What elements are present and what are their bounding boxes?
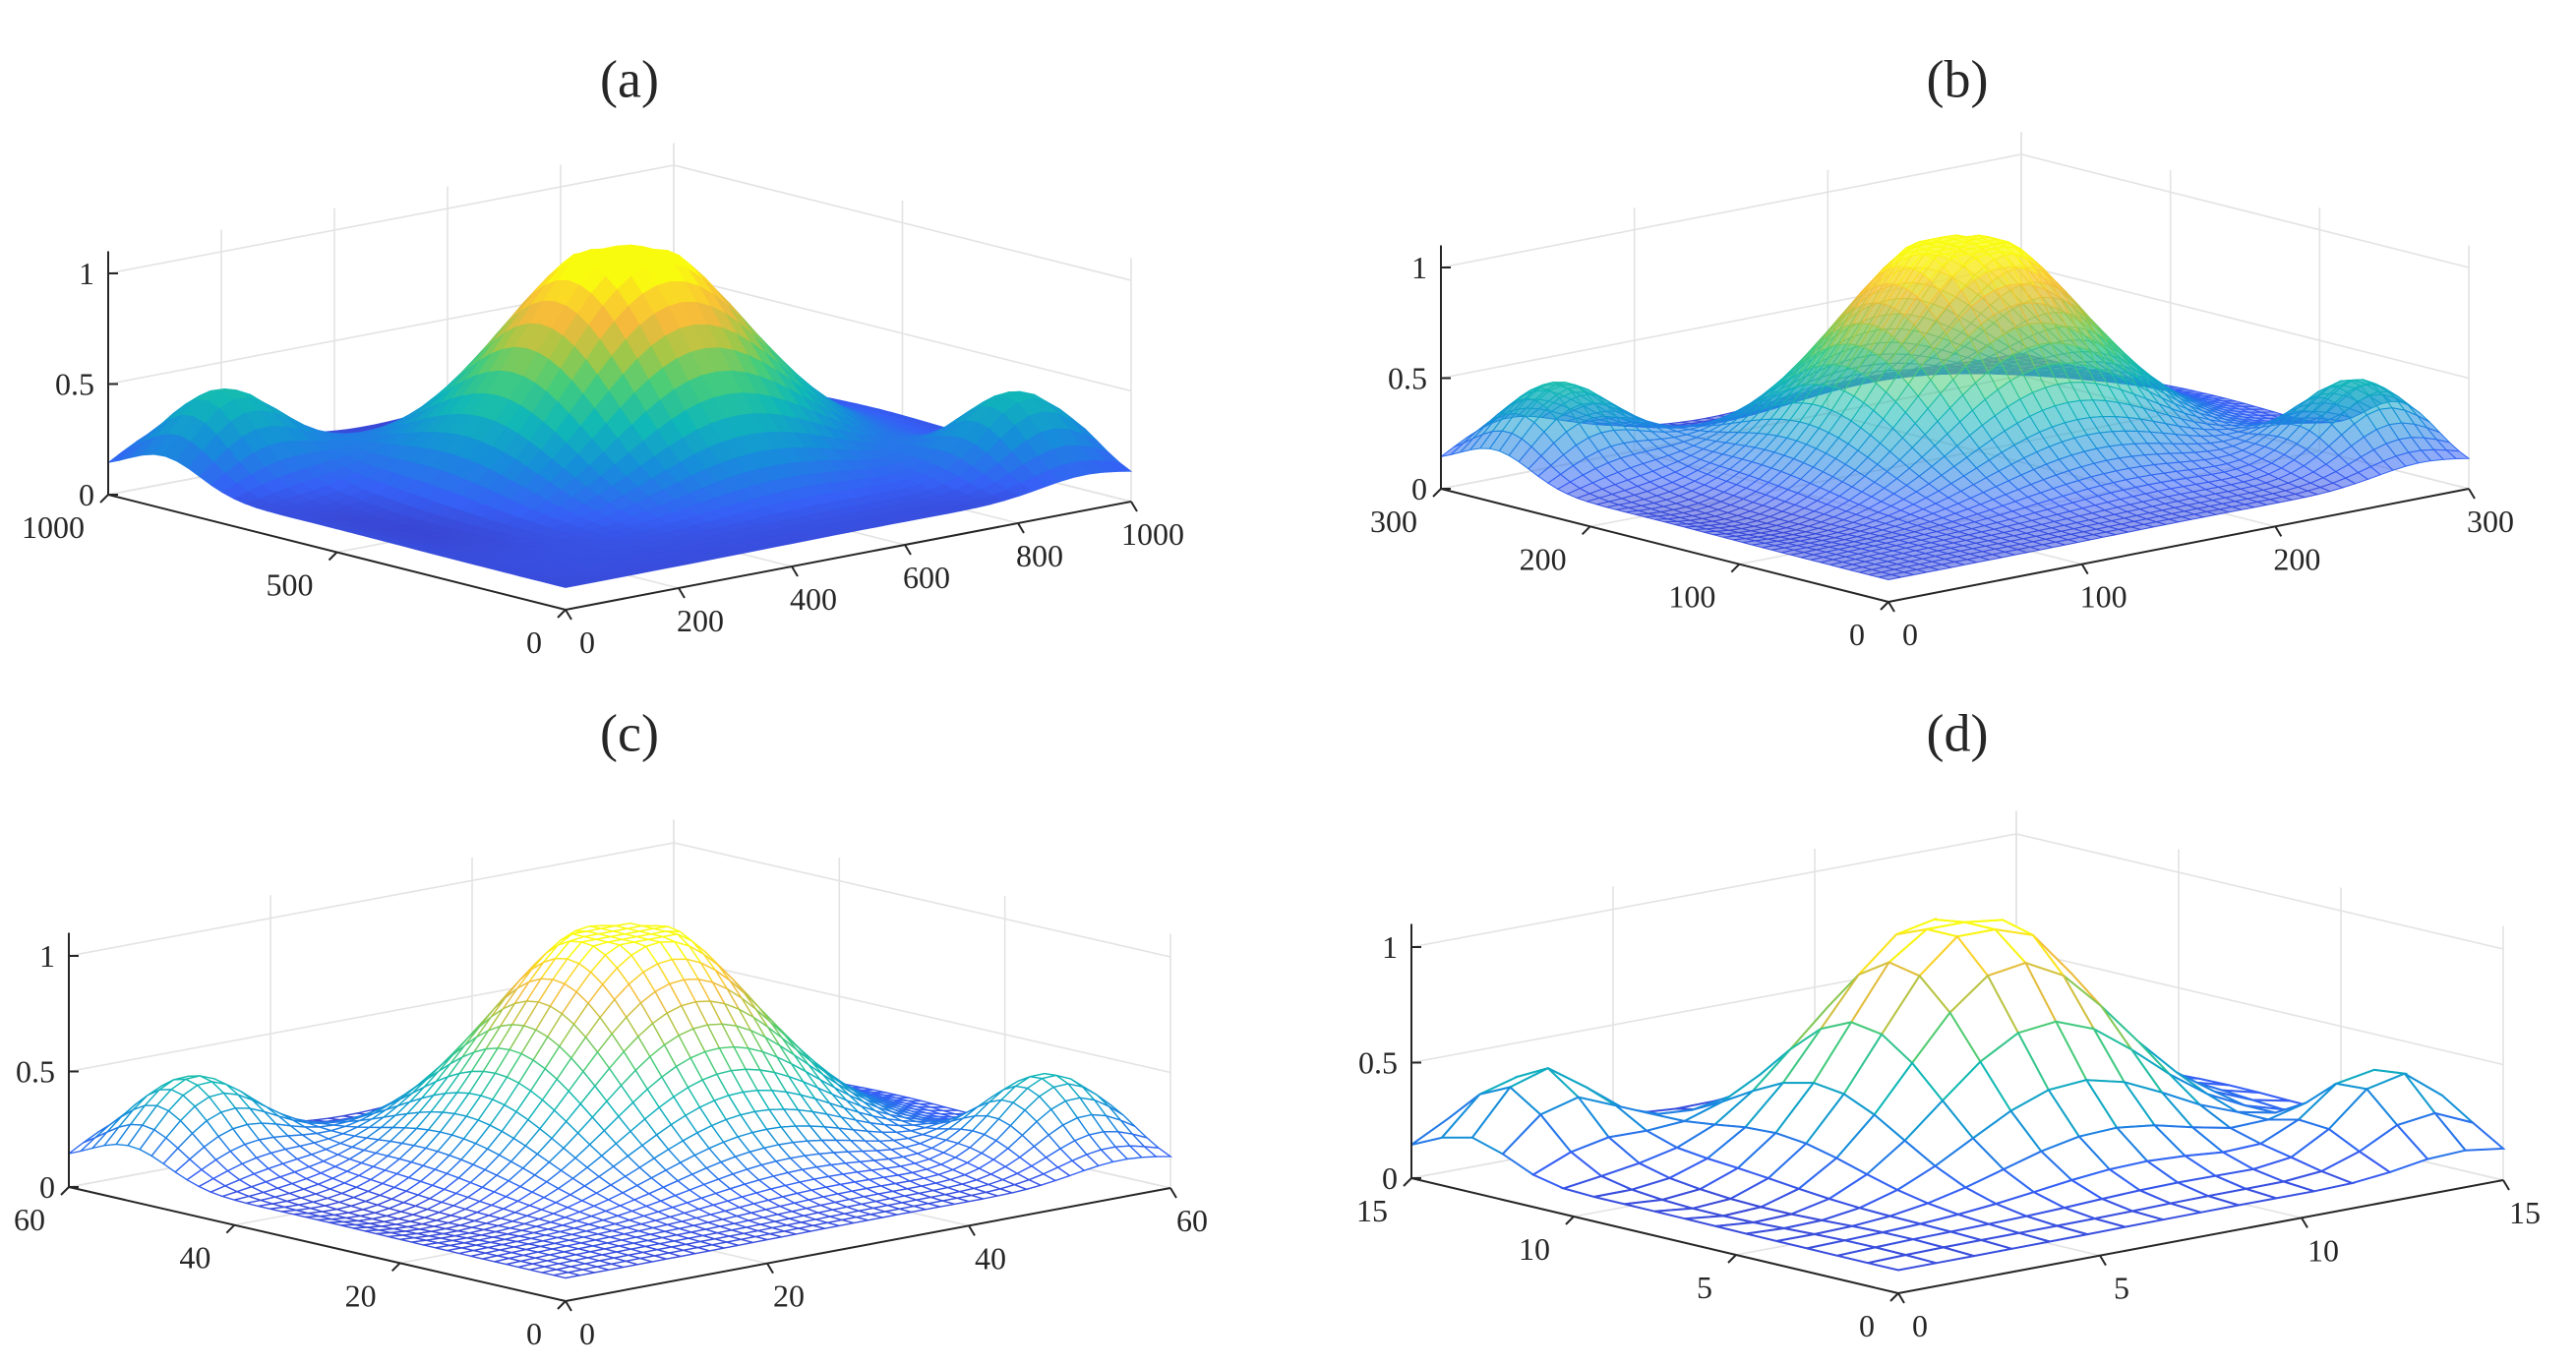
y-tick-label: 15 <box>1356 1193 1388 1228</box>
x-tick-label: 0 <box>579 1316 595 1351</box>
panel-title: (b) <box>1927 49 1989 108</box>
x-tick-label: 400 <box>790 581 837 617</box>
surface-surface <box>107 244 1133 588</box>
panel-title: (c) <box>600 703 659 762</box>
panel-title: (d) <box>1927 703 1989 762</box>
z-tick-label: 1 <box>39 938 55 974</box>
x-tick-label: 5 <box>2114 1271 2129 1306</box>
y-tick-label: 5 <box>1697 1270 1712 1305</box>
z-tick-label: 0.5 <box>1388 361 1427 396</box>
y-tick-label: 0 <box>526 1316 542 1351</box>
x-tick-label: 60 <box>1176 1203 1208 1238</box>
z-tick-label: 0 <box>1382 1160 1398 1196</box>
y-tick-label: 100 <box>1668 579 1715 615</box>
y-tick-label: 500 <box>267 567 314 603</box>
z-tick-label: 0.5 <box>55 367 94 402</box>
y-tick-label: 60 <box>14 1202 45 1237</box>
x-tick-label: 0 <box>1902 617 1918 652</box>
y-tick-label: 0 <box>1859 1308 1875 1343</box>
z-tick-label: 0 <box>39 1169 55 1205</box>
y-tick-label: 1000 <box>22 509 85 545</box>
y-tick-label: 200 <box>1520 541 1567 576</box>
surface-coarse-mesh <box>1410 917 2506 1272</box>
z-tick-label: 0.5 <box>16 1054 55 1090</box>
z-tick-label: 0 <box>1411 471 1427 506</box>
x-tick-label: 20 <box>773 1278 805 1314</box>
x-tick-label: 10 <box>2307 1232 2339 1268</box>
x-tick-label: 300 <box>2467 504 2514 539</box>
x-tick-label: 100 <box>2080 579 2127 615</box>
y-tick-label: 10 <box>1519 1231 1550 1267</box>
z-tick-label: 1 <box>79 256 94 291</box>
y-tick-label: 300 <box>1370 504 1417 539</box>
x-tick-label: 600 <box>903 560 950 595</box>
surface-mesh <box>68 922 1173 1279</box>
z-tick-label: 1 <box>1382 929 1398 965</box>
z-tick-label: 1 <box>1411 250 1427 285</box>
x-tick-label: 0 <box>1912 1308 1928 1343</box>
y-tick-label: 20 <box>345 1277 377 1313</box>
z-tick-label: 0.5 <box>1358 1045 1398 1081</box>
surface-fine-mesh <box>1440 234 2471 581</box>
x-tick-label: 1000 <box>1121 516 1184 552</box>
x-tick-label: 200 <box>2273 541 2320 576</box>
y-tick-label: 0 <box>1849 617 1865 652</box>
x-tick-label: 0 <box>579 624 595 660</box>
axes-lines <box>1403 923 2510 1304</box>
y-tick-label: 40 <box>179 1240 210 1276</box>
x-tick-label: 40 <box>975 1240 1006 1276</box>
z-tick-label: 0 <box>79 477 94 512</box>
x-tick-label: 15 <box>2509 1195 2541 1230</box>
x-tick-label: 800 <box>1016 538 1063 573</box>
y-tick-label: 0 <box>526 624 542 660</box>
panel-title: (a) <box>600 49 659 108</box>
x-tick-label: 200 <box>677 603 724 638</box>
axes-lines <box>60 932 1177 1312</box>
axes-lines <box>99 251 1138 621</box>
axes-lines <box>1432 245 2476 613</box>
